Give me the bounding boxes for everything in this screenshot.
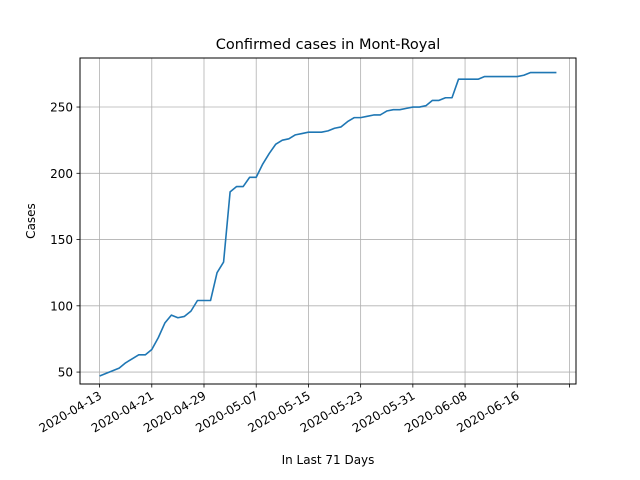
y-tick-label: 250	[50, 101, 73, 115]
x-axis-title: In Last 71 Days	[282, 453, 375, 467]
chart-title: Confirmed cases in Mont-Royal	[216, 37, 441, 53]
y-tick-label: 150	[50, 233, 73, 247]
plot-frame	[79, 57, 577, 385]
y-tick-label: 100	[50, 299, 73, 313]
y-tick-label: 200	[50, 167, 73, 181]
series-line	[99, 71, 557, 377]
y-axis: 50 100 150 200 250	[50, 101, 80, 380]
y-tick-label: 50	[58, 366, 73, 380]
grid-lines	[80, 58, 576, 384]
series-layer	[99, 71, 557, 377]
y-axis-title: Cases	[24, 203, 38, 239]
